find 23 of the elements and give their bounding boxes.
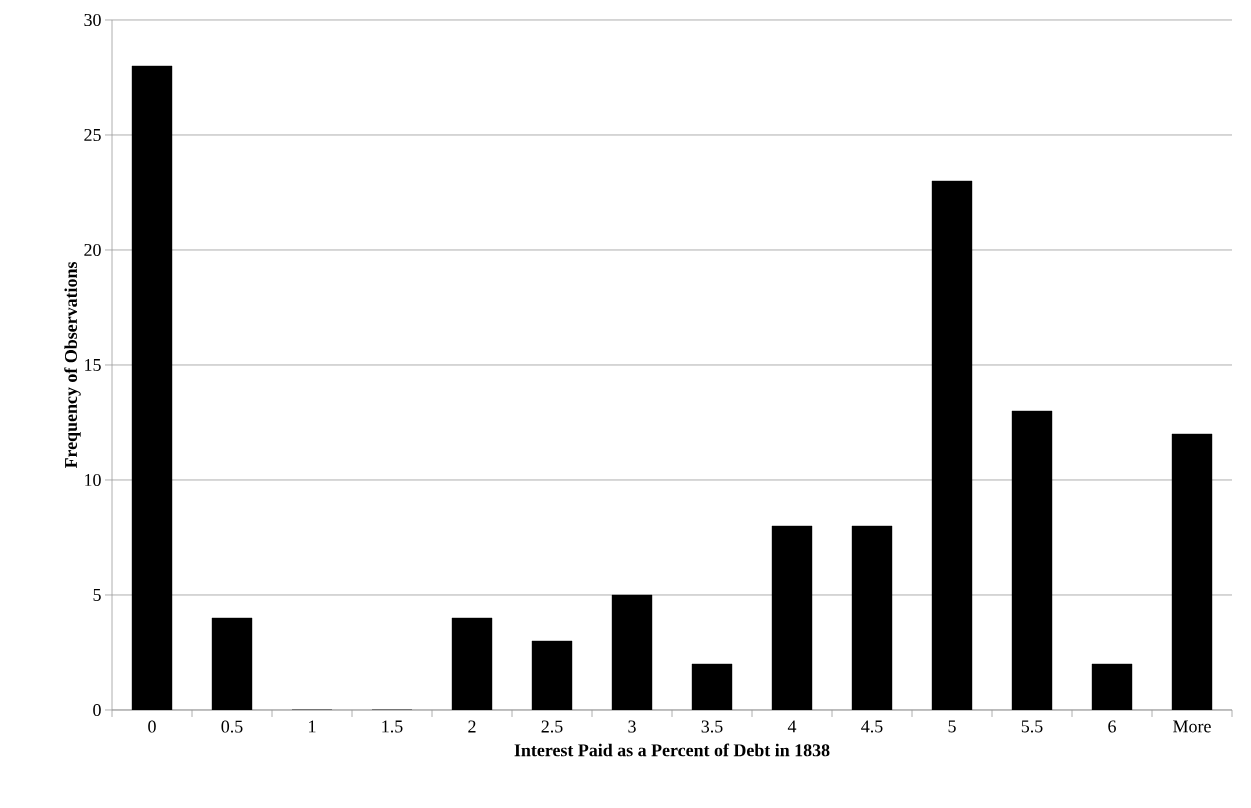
x-tick-label: 4.5 xyxy=(861,720,883,733)
x-tick-label: 3.5 xyxy=(701,720,723,733)
y-axis-title: Frequency of Observations xyxy=(64,261,81,469)
x-tick-label: 2 xyxy=(468,720,476,733)
x-tick-label: 3 xyxy=(628,720,636,733)
y-tick-label: 5 xyxy=(93,589,101,601)
x-tick-label: 5.5 xyxy=(1021,720,1043,733)
x-tick-label: 4 xyxy=(787,720,797,733)
y-tick-label: 10 xyxy=(85,473,101,487)
x-tick-label: 1.5 xyxy=(382,720,403,733)
x-axis-title: Interest Paid as a Percent of Debt in 1838 xyxy=(514,743,830,757)
x-tick-label: 6 xyxy=(1108,720,1116,733)
y-tick-label: 25 xyxy=(84,128,101,141)
y-tick-label: 20 xyxy=(84,243,101,257)
x-tick-label: 1 xyxy=(309,720,316,733)
x-tick-label: 5 xyxy=(948,720,956,733)
x-tick-label: 0 xyxy=(148,720,156,733)
y-tick-label: 15 xyxy=(85,358,101,371)
x-tick-label: 2.5 xyxy=(541,720,563,733)
x-tick-label: More xyxy=(1173,720,1211,733)
x-tick-label: 0.5 xyxy=(221,720,243,733)
y-tick-label: 30 xyxy=(84,13,101,27)
y-tick-label: 0 xyxy=(93,703,101,717)
